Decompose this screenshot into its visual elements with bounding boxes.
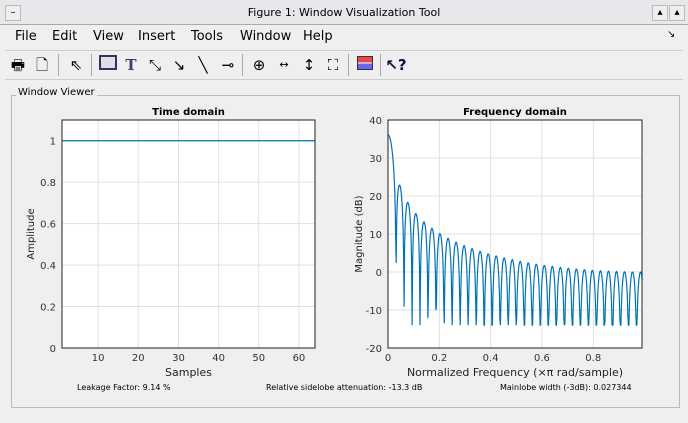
maximize-button[interactable]: ▴ xyxy=(669,5,685,21)
y-tick-label: 30 xyxy=(369,154,382,165)
window-menu-button[interactable]: – xyxy=(5,5,21,21)
y-tick-label: -20 xyxy=(366,344,382,355)
x-axis-label: Samples xyxy=(165,366,212,379)
chart-title: Frequency domain xyxy=(463,107,567,118)
x-tick-label: 60 xyxy=(293,353,306,364)
axes-box xyxy=(387,119,643,349)
window-viewer-panel xyxy=(11,95,680,408)
y-tick-label: 0 xyxy=(50,344,56,355)
x-tick-label: 10 xyxy=(92,353,105,364)
data-line xyxy=(387,134,643,327)
x-tick-label: 50 xyxy=(252,353,265,364)
title-bar: – Figure 1: Window Visualization Tool ▴ … xyxy=(0,0,688,25)
toolbar: 🖶 🗋 ⇖ T ⤡ ↘ ╲ ⊸ ⊕ ↔ ↕ ⛶ ↖? xyxy=(5,50,683,80)
select-arrow-icon[interactable]: ⇖ xyxy=(69,56,83,74)
x-tick-label: 0 xyxy=(385,353,391,364)
y-axis-label: Amplitude xyxy=(26,208,37,259)
chart-title: Time domain xyxy=(152,107,225,118)
x-tick-label: 30 xyxy=(172,353,185,364)
y-tick-label: -10 xyxy=(366,306,382,317)
print-icon[interactable]: 🖶 xyxy=(10,56,26,74)
text-icon[interactable]: T xyxy=(125,56,137,74)
leakage-factor: Leakage Factor: 9.14 % xyxy=(77,383,171,392)
pan-y-icon[interactable]: ↕ xyxy=(302,56,316,74)
print-preview-icon[interactable]: 🗋 xyxy=(35,56,49,74)
y-tick-label: 0.8 xyxy=(40,178,56,189)
sidelobe-attenuation: Relative sidelobe attenuation: -13.3 dB xyxy=(266,383,423,392)
pin-icon[interactable]: ⊸ xyxy=(221,56,235,74)
line-icon[interactable]: ╲ xyxy=(198,56,208,74)
x-tick-label: 0.4 xyxy=(483,353,499,364)
y-tick-label: 0.4 xyxy=(40,261,56,272)
panel-label: Window Viewer xyxy=(16,87,97,98)
menu-tools[interactable]: Tools xyxy=(191,29,224,44)
arrow-icon[interactable]: ↘ xyxy=(172,56,186,74)
menu-file[interactable]: File xyxy=(15,29,37,44)
rectangle-icon[interactable] xyxy=(97,54,119,76)
x-tick-label: 20 xyxy=(132,353,145,364)
x-tick-label: 0.6 xyxy=(534,353,550,364)
y-tick-label: 0.2 xyxy=(40,303,56,314)
y-tick-label: 0.6 xyxy=(40,220,56,231)
menu-window[interactable]: Window xyxy=(240,29,292,44)
fit-icon[interactable]: ⛶ xyxy=(327,56,339,74)
menu-view[interactable]: View xyxy=(93,29,124,44)
x-tick-label: 40 xyxy=(212,353,225,364)
mainlobe-width: Mainlobe width (-3dB): 0.027344 xyxy=(500,383,632,392)
x-tick-label: 0.2 xyxy=(431,353,447,364)
y-axis-label: Magnitude (dB) xyxy=(354,195,365,272)
zoom-in-icon[interactable]: ⊕ xyxy=(252,56,266,74)
window-title: Figure 1: Window Visualization Tool xyxy=(247,6,441,19)
minimize-button[interactable]: ▴ xyxy=(652,5,668,21)
menu-insert[interactable]: Insert xyxy=(138,29,176,44)
y-tick-label: 0 xyxy=(376,268,382,279)
y-tick-label: 10 xyxy=(369,230,382,241)
dock-icon[interactable]: ↘ xyxy=(667,29,676,40)
pan-x-icon[interactable]: ↔ xyxy=(279,58,289,71)
x-tick-label: 0.8 xyxy=(585,353,601,364)
y-tick-label: 20 xyxy=(369,192,382,203)
menu-help[interactable]: Help xyxy=(303,29,333,44)
legend-icon[interactable] xyxy=(354,54,376,76)
x-axis-label: Normalized Frequency (×π rad/sample) xyxy=(407,366,623,379)
menu-edit[interactable]: Edit xyxy=(52,29,78,44)
help-pointer-icon[interactable]: ↖? xyxy=(385,56,407,74)
y-tick-label: 40 xyxy=(369,116,382,127)
plot-area xyxy=(62,120,315,348)
axes-box xyxy=(61,119,316,349)
double-arrow-icon[interactable]: ⤡ xyxy=(148,56,161,74)
y-tick-label: 1 xyxy=(50,137,56,148)
